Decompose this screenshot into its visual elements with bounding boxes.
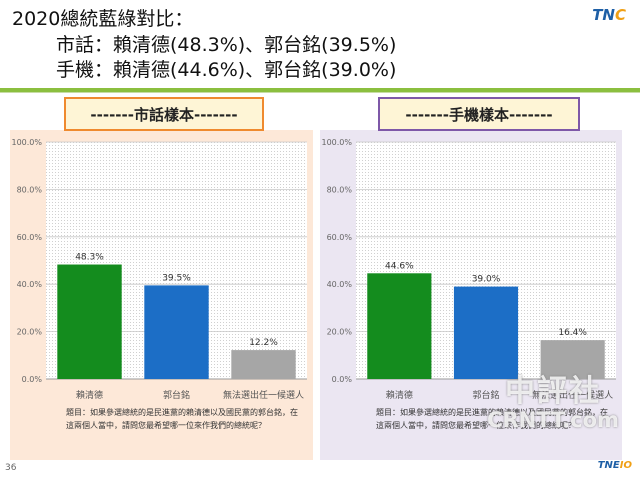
bar [367, 273, 432, 379]
bar [57, 264, 122, 379]
category-label: 郭台銘 [163, 389, 190, 401]
y-tick-label: 60.0% [327, 233, 353, 242]
y-tick-label: 100.0% [321, 138, 352, 147]
header-line-mobile: 手機：賴清德(44.6%)、郭台銘(39.0%) [56, 59, 397, 81]
brand-logo: TNC [592, 6, 626, 24]
bar [144, 285, 209, 379]
footer-logo-accent: IO [619, 460, 632, 471]
bar [231, 350, 296, 379]
y-tick-label: 20.0% [327, 328, 353, 337]
y-tick-label: 0.0% [22, 375, 43, 384]
header-divider-shadow [0, 92, 640, 93]
category-label: 無法選出任一候選人 [223, 389, 304, 401]
category-label: 賴清德 [76, 389, 103, 401]
mobile-question-text: 題目：如果參選總統的是民進黨的賴清德以及國民黨的郭台銘，在這兩個人當中，請問您最… [376, 408, 608, 430]
data-label: 39.0% [472, 275, 501, 285]
category-label: 無法選出任一候選人 [532, 389, 613, 401]
y-tick-label: 40.0% [327, 280, 353, 289]
bar [453, 286, 519, 379]
header-divider [0, 88, 640, 92]
data-label: 12.2% [249, 338, 278, 348]
y-tick-label: 20.0% [17, 328, 43, 337]
bar [540, 340, 605, 379]
data-label: 39.5% [162, 273, 191, 283]
header-line-landline: 市話：賴清德(48.3%)、郭台銘(39.5%) [56, 34, 397, 56]
landline-chart-panel: 0.0% 20.0% 40.0% 60.0% 80.0% 100.0% 48.3% 賴清德 39… [10, 130, 313, 460]
brand-logo-accent: C [614, 6, 626, 24]
y-tick-label: 100.0% [11, 138, 42, 147]
watermark-line-2: CRNTT.com [487, 408, 619, 432]
mobile-sample-title: -------手機樣本------- [378, 97, 580, 131]
category-label: 郭台銘 [472, 389, 499, 401]
watermark: 中評社 CRNTT.com [478, 374, 628, 433]
y-tick-label: 40.0% [17, 280, 43, 289]
watermark-line-1: 中評社 [505, 374, 601, 409]
data-label: 44.6% [385, 261, 414, 271]
y-tick-label: 0.0% [332, 375, 353, 384]
mobile-bar-chart: 0.0% 20.0% 40.0% 60.0% 80.0% 100.0% 44.6% 賴清德 39… [321, 138, 616, 401]
footer-logo-main: TNE [597, 460, 620, 471]
landline-question-text: 題目：如果參選總統的是民進黨的賴清德以及國民黨的郭台銘，在這兩個人當中，請問您最… [66, 408, 298, 430]
mobile-chart-panel: 0.0% 20.0% 40.0% 60.0% 80.0% 100.0% 44.6% 賴清德 39… [320, 130, 622, 460]
category-label: 賴清德 [386, 389, 413, 401]
header-line-1: 2020總統藍綠對比： [12, 8, 194, 30]
landline-sample-title: -------市話樣本------- [64, 97, 264, 131]
page-number: 36 [5, 463, 17, 473]
footer-logo: TNEIO [598, 460, 632, 471]
data-label: 16.4% [558, 328, 587, 338]
data-label: 48.3% [75, 253, 104, 263]
landline-bar-chart: 0.0% 20.0% 40.0% 60.0% 80.0% 100.0% 48.3% 賴清德 39… [11, 138, 307, 401]
y-tick-label: 80.0% [17, 185, 43, 194]
y-tick-label: 60.0% [17, 233, 43, 242]
brand-logo-main: TN [592, 6, 615, 24]
y-tick-label: 80.0% [327, 185, 353, 194]
